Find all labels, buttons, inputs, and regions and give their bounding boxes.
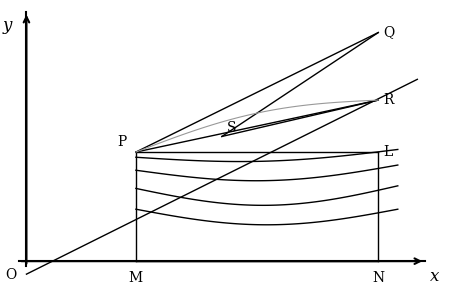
Text: x: x xyxy=(430,268,439,285)
Text: N: N xyxy=(372,271,384,285)
Text: y: y xyxy=(2,17,12,34)
Text: O: O xyxy=(5,268,17,282)
Text: P: P xyxy=(117,135,126,149)
Text: R: R xyxy=(383,93,393,107)
Text: M: M xyxy=(129,271,143,285)
Text: S: S xyxy=(227,121,236,134)
Text: Q: Q xyxy=(383,25,394,40)
Text: L: L xyxy=(383,145,392,159)
